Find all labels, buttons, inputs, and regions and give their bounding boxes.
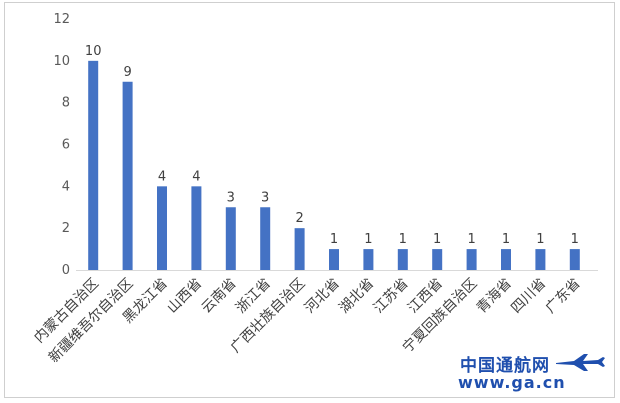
bar (191, 186, 202, 270)
y-tick-label: 12 (53, 12, 70, 27)
y-tick-label: 0 (62, 263, 70, 278)
bar (88, 60, 99, 271)
data-label: 1 (502, 232, 510, 247)
data-label: 1 (364, 232, 372, 247)
y-tick-label: 2 (62, 221, 70, 236)
data-label: 1 (330, 232, 338, 247)
y-tick-label: 4 (62, 179, 70, 194)
data-label: 1 (571, 232, 579, 247)
y-tick-label: 6 (62, 138, 70, 153)
bar (501, 249, 511, 270)
data-label: 4 (192, 169, 200, 184)
bar (157, 186, 167, 270)
bar (260, 207, 271, 270)
x-tick-label: 广东省 (543, 276, 584, 317)
bar (569, 249, 580, 270)
watermark-chinese-text: 中国通航网 (460, 356, 550, 376)
chart-frame (4, 2, 615, 398)
bar (397, 249, 408, 270)
data-label: 4 (158, 169, 166, 184)
data-label: 2 (295, 211, 303, 226)
x-tick-label: 河北省 (302, 276, 343, 317)
data-label: 9 (123, 65, 131, 80)
bar (535, 249, 546, 270)
y-tick-label: 8 (62, 96, 70, 111)
bar (122, 81, 133, 270)
bar (329, 249, 339, 270)
bar (294, 228, 305, 270)
data-label: 10 (85, 44, 102, 59)
data-label: 1 (467, 232, 475, 247)
watermark-logo: 中国通航网 www.ga.cn (458, 349, 608, 397)
x-tick-label: 青海省 (474, 276, 515, 317)
x-tick-label: 山西省 (164, 276, 205, 317)
data-label: 1 (433, 232, 441, 247)
data-label: 3 (227, 190, 235, 205)
x-tick-label: 四川省 (508, 276, 549, 317)
x-tick-label: 江苏省 (371, 276, 412, 317)
data-label: 3 (261, 190, 269, 205)
watermark-url: www.ga.cn (458, 373, 566, 392)
airplane-icon (556, 354, 605, 371)
x-tick-label: 云南省 (199, 276, 240, 317)
data-label: 1 (536, 232, 544, 247)
bar (432, 249, 443, 270)
bar (225, 207, 236, 270)
x-tick-label: 湖北省 (336, 276, 377, 317)
bar (466, 249, 477, 270)
y-tick-label: 10 (53, 54, 70, 69)
data-label: 1 (399, 232, 407, 247)
bar (363, 249, 374, 270)
